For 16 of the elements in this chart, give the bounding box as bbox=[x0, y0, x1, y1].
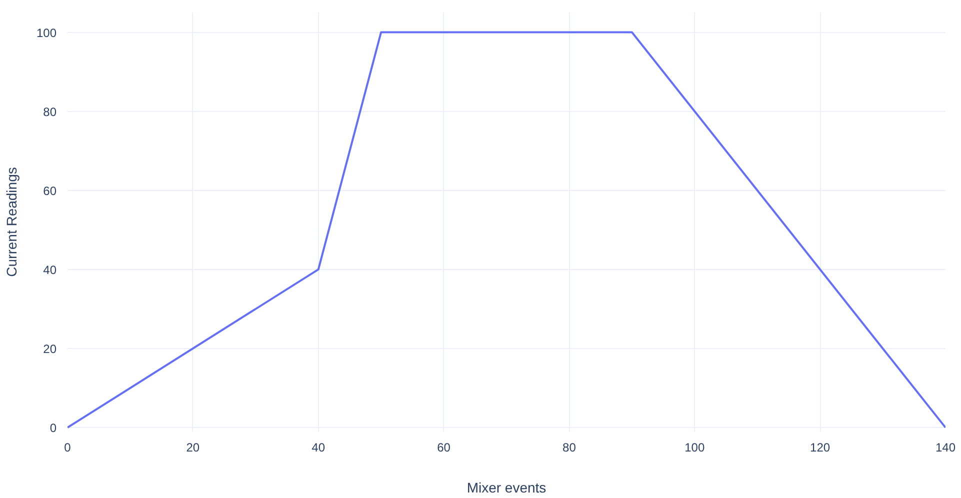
y-tick-label: 100 bbox=[36, 26, 57, 40]
x-tick-label: 60 bbox=[437, 440, 451, 454]
y-tick-label: 20 bbox=[43, 342, 57, 356]
x-tick-label: 120 bbox=[810, 440, 830, 454]
x-tick-label: 80 bbox=[562, 440, 576, 454]
x-tick-label: 140 bbox=[935, 440, 956, 454]
x-tick-label: 100 bbox=[684, 440, 705, 454]
x-tick-label: 20 bbox=[186, 440, 200, 454]
y-axis-title: Current Readings bbox=[3, 167, 20, 277]
x-tick-label: 0 bbox=[64, 440, 72, 454]
y-tick-label: 40 bbox=[43, 262, 57, 277]
y-tick-label: 0 bbox=[50, 421, 57, 436]
y-tick-label: 60 bbox=[43, 184, 57, 198]
y-tick-label: 80 bbox=[43, 104, 57, 119]
x-axis-title: Mixer events bbox=[466, 480, 546, 496]
x-tick-label: 40 bbox=[312, 440, 326, 454]
